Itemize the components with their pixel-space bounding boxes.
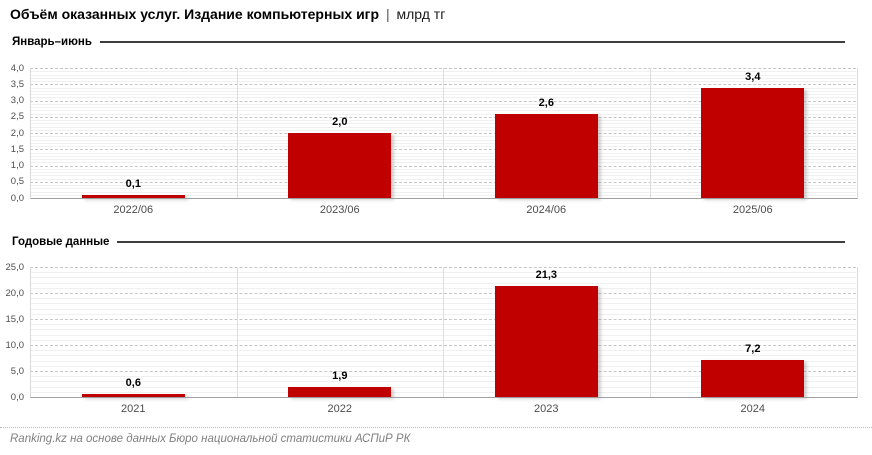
x-category-label: 2023 <box>534 403 559 415</box>
page-title: Объём оказанных услуг. Издание компьютер… <box>10 6 445 22</box>
y-tick-label: 5,0 <box>10 365 24 377</box>
x-category-label: 2021 <box>121 403 146 415</box>
y-tick-label: 3,0 <box>10 95 24 106</box>
section-header-january-june: Январь–июнь <box>12 36 845 48</box>
source-attribution: Ranking.kz на основе данных Бюро национа… <box>10 433 411 445</box>
bar-value-label: 2,0 <box>332 116 348 128</box>
x-category-label: 2025/06 <box>732 204 773 216</box>
bar <box>494 113 598 198</box>
y-tick-label: 1,0 <box>10 160 24 171</box>
x-category-label: 2024 <box>740 403 765 415</box>
category-separator <box>236 267 238 397</box>
bar-value-label: 7,2 <box>745 342 761 355</box>
bar <box>288 133 392 198</box>
bar-value-label: 2,6 <box>538 96 554 109</box>
bar-value-label: 3,4 <box>745 70 761 83</box>
y-tick-label: 10,0 <box>5 339 25 351</box>
bar-value-label: 0,6 <box>125 376 141 389</box>
bar-value-label: 1,9 <box>332 370 348 383</box>
title-unit: млрд тг <box>396 6 446 22</box>
bar <box>81 194 185 199</box>
bar <box>701 359 805 397</box>
bar <box>81 393 185 397</box>
x-category-label: 2024/06 <box>526 204 567 216</box>
plot-frame <box>30 267 858 398</box>
y-tick-label: 4,0 <box>10 62 24 74</box>
bar <box>494 286 598 397</box>
y-tick-label: 0,5 <box>10 176 24 188</box>
chart-annual: 0,0 5,0 10,0 15,0 20,0 25,0 0,6 2021 1,9 2022 21,3… <box>0 259 872 421</box>
y-tick-label: 15,0 <box>5 313 25 325</box>
bar <box>701 87 805 198</box>
category-separator <box>443 267 444 397</box>
bar-value-label: 0,1 <box>125 177 141 190</box>
x-category-label: 2022/06 <box>113 204 154 216</box>
x-category-label: 2023/06 <box>319 204 360 216</box>
y-tick-label: 3,5 <box>10 78 24 90</box>
footer-divider <box>0 427 872 428</box>
y-tick-label: 2,5 <box>10 111 24 123</box>
category-separator <box>236 68 238 198</box>
x-category-label: 2022 <box>327 403 352 415</box>
bar <box>288 387 392 397</box>
section-title: Январь–июнь <box>12 36 92 48</box>
page-title-main: Объём оказанных услуг. Издание компьютер… <box>10 6 380 22</box>
y-tick-label: 0,0 <box>10 391 24 403</box>
y-tick-label: 1,5 <box>10 143 24 155</box>
category-separator <box>649 267 651 397</box>
y-tick-label: 0,0 <box>10 192 24 204</box>
chart-january-june: 0,0 0,5 1,0 1,5 2,0 2,5 3,0 3,5 4,0 0,1 2022/06 2,0… <box>0 60 872 222</box>
category-separator <box>443 68 444 198</box>
y-tick-label: 20,0 <box>5 287 25 299</box>
y-tick-label: 2,0 <box>10 127 24 139</box>
section-rule <box>117 241 845 243</box>
section-title: Годовые данные <box>12 236 110 248</box>
title-separator: | <box>385 6 390 22</box>
plot-frame <box>30 68 858 199</box>
category-separator <box>649 68 651 198</box>
bar-value-label: 21,3 <box>535 269 557 282</box>
section-header-annual: Годовые данные <box>12 236 845 248</box>
section-rule <box>99 41 845 43</box>
y-tick-label: 25,0 <box>5 261 25 273</box>
